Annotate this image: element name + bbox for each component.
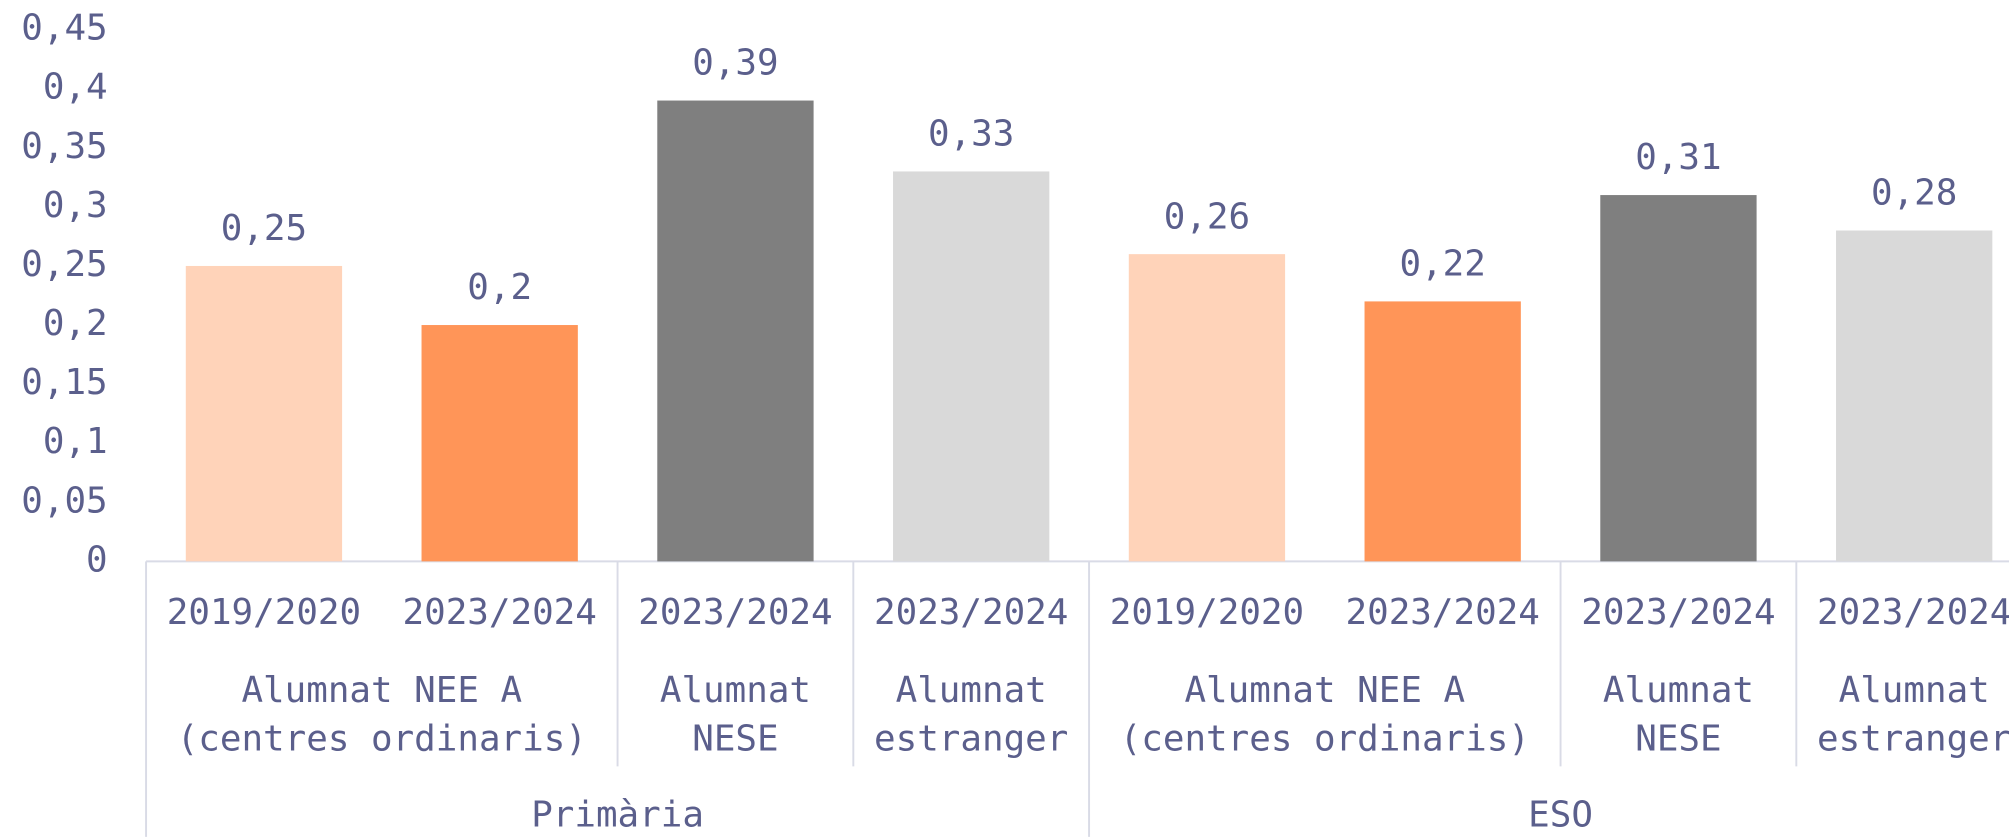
x-tick-label: 2023/2024 xyxy=(638,592,832,633)
value-label: 0,26 xyxy=(1164,196,1250,237)
value-label: 0,22 xyxy=(1400,244,1486,285)
bar xyxy=(421,325,578,562)
x-tick-label: 2023/2024 xyxy=(1581,592,1775,633)
value-label: 0,31 xyxy=(1635,137,1721,178)
x-tick-label: 2023/2024 xyxy=(403,592,597,633)
x-tick-label: 2023/2024 xyxy=(874,592,1068,633)
y-tick-label: 0,25 xyxy=(21,244,107,285)
group-label: NESE xyxy=(1635,719,1721,760)
group-label: Alumnat xyxy=(1603,670,1754,711)
bar xyxy=(1600,195,1757,562)
value-label: 0,2 xyxy=(467,267,532,308)
x-tick-label: 2023/2024 xyxy=(1346,592,1540,633)
bar xyxy=(1364,301,1521,562)
section-label: ESO xyxy=(1528,794,1593,835)
bar xyxy=(1128,254,1286,562)
x-tick-label: 2023/2024 xyxy=(1817,592,2009,633)
group-label: Alumnat xyxy=(1839,670,1990,711)
y-tick-label: 0,35 xyxy=(21,126,107,167)
value-label: 0,25 xyxy=(221,208,307,249)
y-tick-label: 0,15 xyxy=(21,362,107,403)
bar xyxy=(185,265,343,562)
group-label: estranger xyxy=(1817,719,2009,760)
group-label: NESE xyxy=(692,719,778,760)
section-label: Primària xyxy=(531,794,704,835)
group-label: Alumnat NEE A xyxy=(241,670,522,711)
y-tick-label: 0,45 xyxy=(21,8,107,49)
value-label: 0,39 xyxy=(692,43,778,84)
x-tick-label: 2019/2020 xyxy=(167,592,361,633)
y-tick-label: 0,2 xyxy=(43,303,108,344)
x-tick-label: 2019/2020 xyxy=(1110,592,1304,633)
y-tick-label: 0,1 xyxy=(43,421,108,462)
group-label: (centres ordinaris) xyxy=(1120,719,1530,760)
group-label: (centres ordinaris) xyxy=(177,719,587,760)
value-label: 0,28 xyxy=(1871,173,1957,214)
group-label: Alumnat xyxy=(660,670,811,711)
y-tick-label: 0,3 xyxy=(43,185,108,226)
y-tick-label: 0,4 xyxy=(43,67,108,108)
bar xyxy=(1836,230,1993,562)
bar xyxy=(657,100,814,562)
group-label: estranger xyxy=(874,719,1068,760)
y-tick-label: 0,05 xyxy=(21,480,107,521)
group-label: Alumnat NEE A xyxy=(1184,670,1465,711)
y-tick-label: 0 xyxy=(86,539,108,580)
value-label: 0,33 xyxy=(928,114,1014,155)
bar xyxy=(893,171,1050,562)
group-label: Alumnat xyxy=(896,670,1047,711)
